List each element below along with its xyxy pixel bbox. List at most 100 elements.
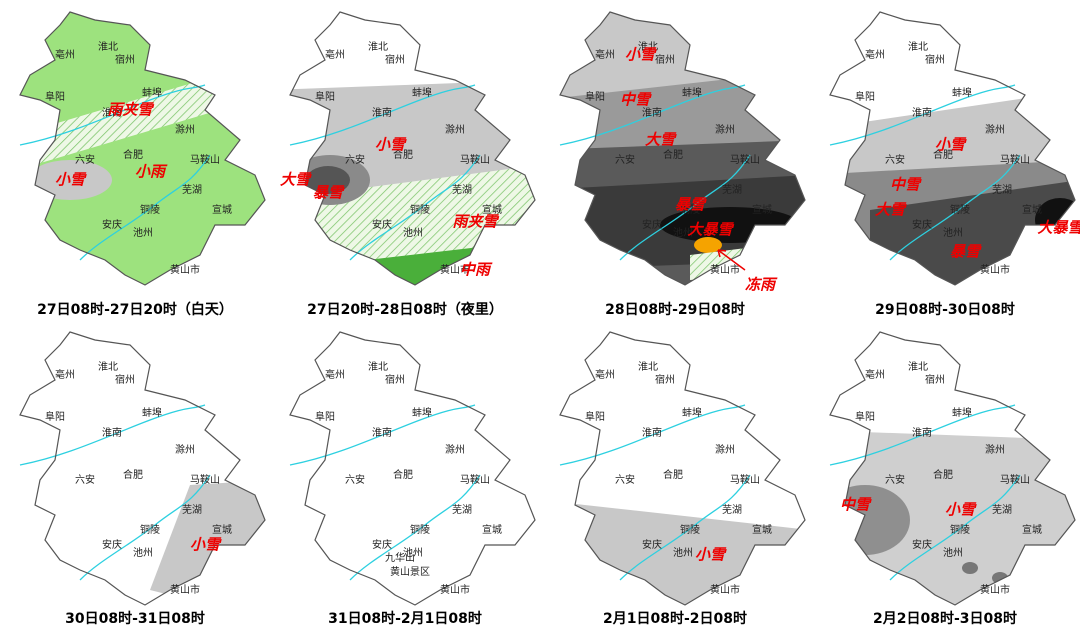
city-label: 蚌埠: [412, 86, 432, 99]
city-label: 淮北: [638, 361, 658, 373]
weather-area: [560, 12, 805, 100]
city-label: 池州: [403, 546, 423, 559]
panel-caption: 29日08时-30日08时: [875, 301, 1015, 318]
weather-area: [694, 237, 722, 253]
city-label: 池州: [673, 546, 693, 559]
city-label: 滁州: [985, 443, 1005, 456]
province-outline: [559, 331, 806, 606]
city-label: 阜阳: [855, 410, 875, 423]
weather-label: 大雪: [280, 171, 312, 189]
city-label: 铜陵: [410, 204, 430, 216]
city-label: 安庆: [642, 538, 662, 551]
city-label: 阜阳: [315, 90, 335, 103]
city-label: 六安: [615, 473, 635, 486]
city-label: 合肥: [393, 468, 413, 481]
city-label: 淮北: [98, 41, 118, 53]
city-label: 亳州: [595, 48, 615, 61]
province-outline: [829, 11, 1076, 286]
city-label: 亳州: [595, 368, 615, 381]
city-label: 淮南: [102, 426, 122, 439]
city-label: 宣城: [752, 203, 772, 216]
river-yangtze: [349, 154, 481, 261]
panel-caption: 27日20时-28日08时（夜里）: [307, 301, 503, 318]
weather-label: 暴雪: [313, 184, 345, 202]
city-label: 蚌埠: [952, 406, 972, 419]
city-label: 宿州: [385, 53, 405, 66]
city-label: 芜湖: [992, 183, 1012, 196]
river-yangtze: [349, 474, 481, 581]
city-label: 亳州: [325, 48, 345, 61]
province-outline: [829, 331, 1076, 606]
river-yangtze: [619, 154, 751, 261]
weather-label: 中雨: [460, 261, 493, 279]
weather-label: 雨夹雪: [452, 213, 499, 231]
river-yangtze: [79, 154, 211, 261]
city-label: 安庆: [102, 538, 122, 551]
city-label: 宿州: [925, 53, 945, 66]
city-label: 安庆: [912, 218, 932, 231]
city-label: 合肥: [663, 148, 683, 161]
city-label: 淮南: [912, 426, 932, 439]
city-label: 黄山市: [710, 263, 740, 276]
city-label: 铜陵: [680, 524, 700, 536]
city-label: 淮北: [908, 41, 928, 53]
river-yangtze: [619, 474, 751, 581]
city-label: 合肥: [663, 468, 683, 481]
city-label: 淮北: [368, 361, 388, 373]
city-label: 黄山市: [170, 583, 200, 596]
weather-label: 小雪: [945, 501, 977, 519]
city-label: 芜湖: [452, 503, 472, 516]
city-label: 安庆: [912, 538, 932, 551]
city-label: 蚌埠: [952, 86, 972, 99]
city-label: 黄山市: [710, 583, 740, 596]
city-label: 芜湖: [722, 503, 742, 516]
weather-label: 小雪: [935, 136, 967, 154]
arrow: [717, 249, 746, 271]
city-label: 宿州: [385, 373, 405, 386]
city-label: 淮北: [638, 41, 658, 53]
city-label: 蚌埠: [142, 86, 162, 99]
weather-areas: [830, 90, 1075, 285]
city-label: 阜阳: [315, 410, 335, 423]
city-label: 阜阳: [45, 410, 65, 423]
river-yangtze: [79, 474, 211, 581]
weather-label: 暴雪: [950, 243, 982, 261]
city-label: 宣城: [752, 523, 772, 536]
city-label: 亳州: [55, 368, 75, 381]
city-label: 六安: [885, 473, 905, 486]
city-label: 淮北: [98, 361, 118, 373]
weather-label: 小雪: [55, 171, 87, 189]
river-yangtze: [889, 154, 1021, 261]
city-label: 阜阳: [585, 90, 605, 103]
city-label: 滁州: [175, 123, 195, 136]
city-label: 马鞍山: [190, 153, 220, 166]
city-label: 宿州: [115, 373, 135, 386]
city-label: 黄山市: [170, 263, 200, 276]
city-label: 合肥: [123, 468, 143, 481]
city-label: 池州: [943, 226, 963, 239]
weather-label: 大暴雪: [1037, 219, 1080, 237]
province-outline: [19, 11, 266, 286]
weather-areas: [560, 12, 805, 285]
city-label: 亳州: [865, 48, 885, 61]
weather-area: [306, 166, 350, 194]
city-label: 黄山市: [980, 263, 1010, 276]
city-label: 滁州: [715, 123, 735, 136]
city-label: 宣城: [212, 523, 232, 536]
city-label: 铜陵: [950, 204, 970, 216]
place-label: 九华山: [385, 551, 415, 564]
panel-caption: 27日08时-27日20时（白天）: [37, 301, 233, 318]
weather-label: 冻雨: [745, 276, 778, 294]
city-label: 六安: [345, 473, 365, 486]
city-label: 淮南: [642, 426, 662, 439]
panel-caption: 2月1日08时-2日08时: [603, 610, 747, 627]
city-label: 芜湖: [452, 183, 472, 196]
city-label: 安庆: [372, 218, 392, 231]
city-label: 黄山市: [440, 583, 470, 596]
